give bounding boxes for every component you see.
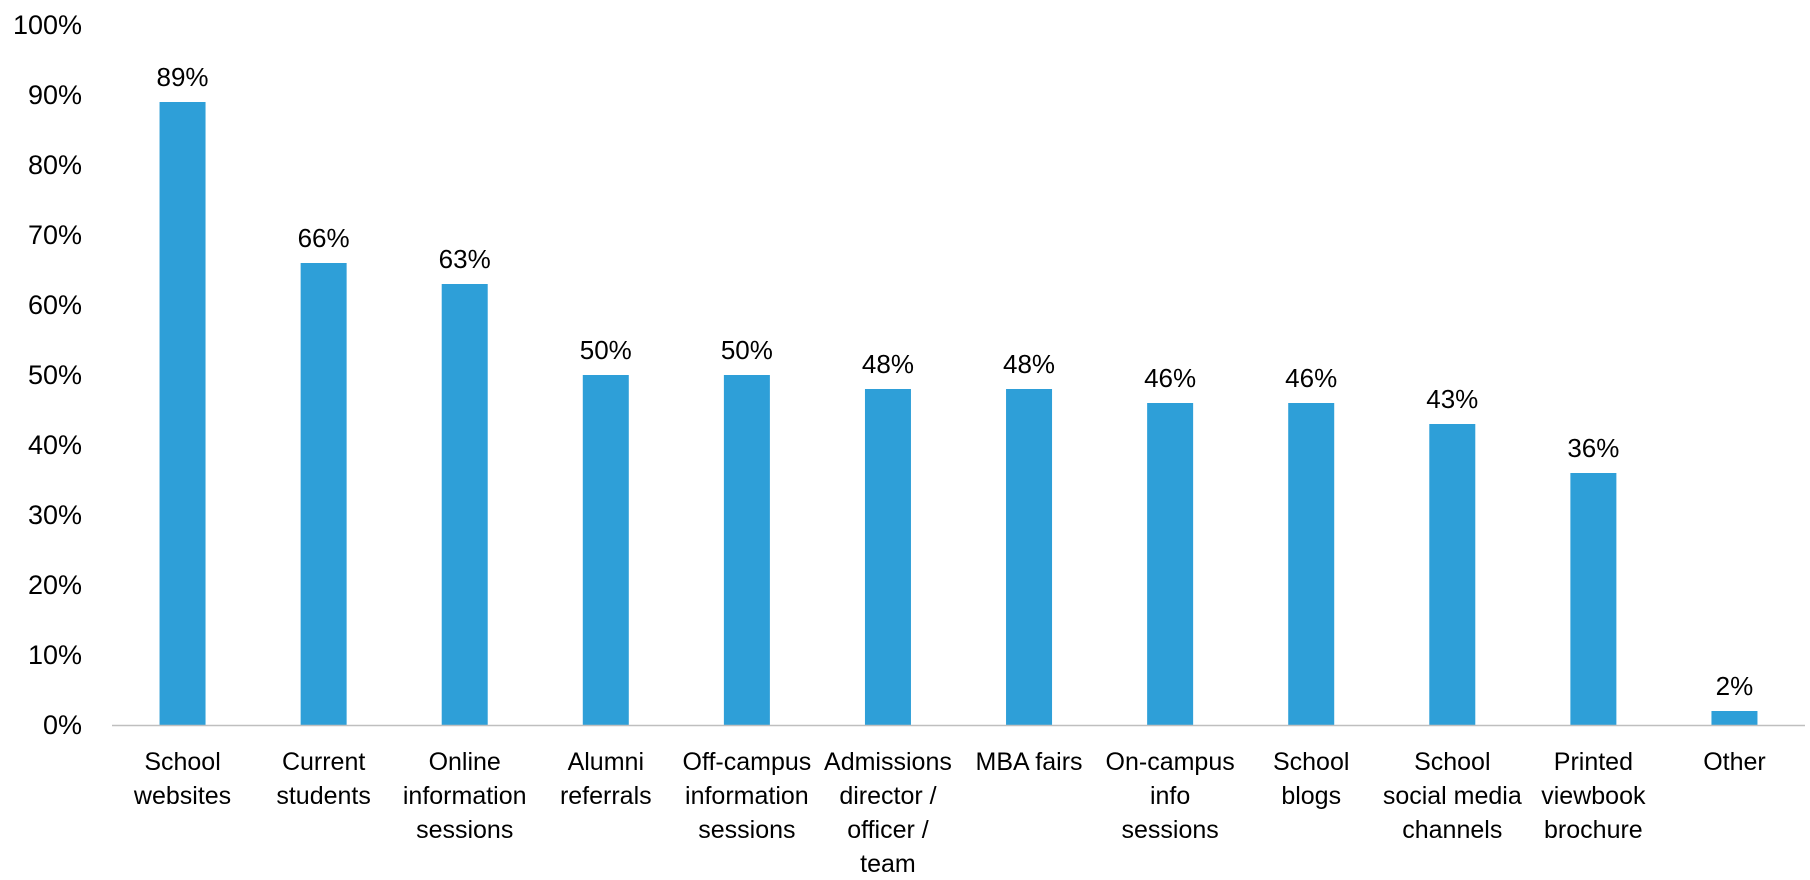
y-tick-label: 20% [28, 570, 82, 600]
category-label-line: info [1150, 782, 1190, 810]
category-label-line: social media [1383, 782, 1522, 810]
data-label: 36% [1567, 433, 1619, 463]
category-label-line: director / [839, 782, 936, 810]
category-label-line: websites [133, 782, 231, 810]
category-label-line: Alumni [568, 748, 644, 776]
bar [1711, 711, 1758, 725]
category-label-line: team [860, 850, 916, 875]
data-label: 48% [1003, 349, 1055, 379]
category-label-line: Online [429, 748, 501, 776]
data-label: 50% [580, 335, 632, 365]
category-label: Other [1703, 748, 1766, 776]
category-label-line: MBA fairs [976, 748, 1083, 776]
category-label: MBA fairs [976, 748, 1083, 776]
y-tick-label: 60% [28, 290, 82, 320]
bar [441, 284, 488, 725]
category-label-line: School [1273, 748, 1349, 776]
category-label-line: information [685, 782, 809, 810]
y-tick-label: 50% [28, 360, 82, 390]
data-label: 46% [1285, 363, 1337, 393]
category-label-line: information [403, 782, 527, 810]
data-label: 46% [1144, 363, 1196, 393]
category-label-line: sessions [1121, 816, 1218, 844]
data-label: 89% [157, 62, 209, 92]
category-label-line: School [1414, 748, 1490, 776]
category-label-line: Admissions [824, 748, 952, 776]
y-tick-label: 100% [13, 10, 82, 40]
category-label-line: brochure [1544, 816, 1643, 844]
category-label: Off-campus information sessions [683, 748, 812, 844]
category-label: School websites [133, 748, 231, 810]
bar [723, 375, 770, 725]
category-label-line: officer / [847, 816, 929, 844]
category-label-line: Off-campus [683, 748, 812, 776]
data-label: 48% [862, 349, 914, 379]
y-tick-label: 10% [28, 640, 82, 670]
y-tick-label: 90% [28, 80, 82, 110]
category-label-line: sessions [416, 816, 513, 844]
category-label-line: students [276, 782, 371, 810]
category-label-line: Printed [1554, 748, 1633, 776]
bar [1570, 473, 1617, 725]
category-label: School social media channels [1383, 748, 1522, 844]
category-label-line: blogs [1281, 782, 1341, 810]
bar [1006, 389, 1053, 725]
y-tick-label: 80% [28, 150, 82, 180]
bar [300, 263, 347, 725]
category-label-line: viewbook [1541, 782, 1646, 810]
y-tick-label: 30% [28, 500, 82, 530]
y-tick-label: 40% [28, 430, 82, 460]
category-label: Current students [276, 748, 371, 810]
category-label: School blogs [1273, 748, 1349, 810]
bar [1288, 403, 1335, 725]
bar [582, 375, 629, 725]
data-label: 50% [721, 335, 773, 365]
bars [159, 102, 1758, 725]
data-label: 66% [298, 223, 350, 253]
bar [1147, 403, 1194, 725]
category-label: Online information sessions [403, 748, 527, 844]
category-label-line: Current [282, 748, 365, 776]
category-label-line: channels [1402, 816, 1502, 844]
category-label-line: referrals [560, 782, 652, 810]
category-label-line: On-campus [1106, 748, 1235, 776]
bar [864, 389, 911, 725]
y-axis: 0% 10% 20% 30% 40% 50% 60% 70% 80% 90% 100% [13, 10, 82, 740]
bar [1429, 424, 1476, 725]
bar [159, 102, 206, 725]
category-label-line: School [144, 748, 220, 776]
data-label: 2% [1716, 671, 1754, 701]
category-label: Printed viewbook brochure [1541, 748, 1646, 844]
category-label-line: sessions [698, 816, 795, 844]
data-label: 43% [1426, 384, 1478, 414]
data-label: 63% [439, 244, 491, 274]
data-labels: 89% 66% 63% 50% 50% 48% 48% 46% 46% 43% 36% 2% [157, 62, 1754, 701]
y-tick-label: 0% [43, 710, 82, 740]
y-tick-label: 70% [28, 220, 82, 250]
category-label: Alumni referrals [560, 748, 652, 810]
category-label: On-campus info sessions [1106, 748, 1235, 844]
category-label-line: Other [1703, 748, 1766, 776]
category-label: Admissions director / officer / team [824, 748, 952, 875]
